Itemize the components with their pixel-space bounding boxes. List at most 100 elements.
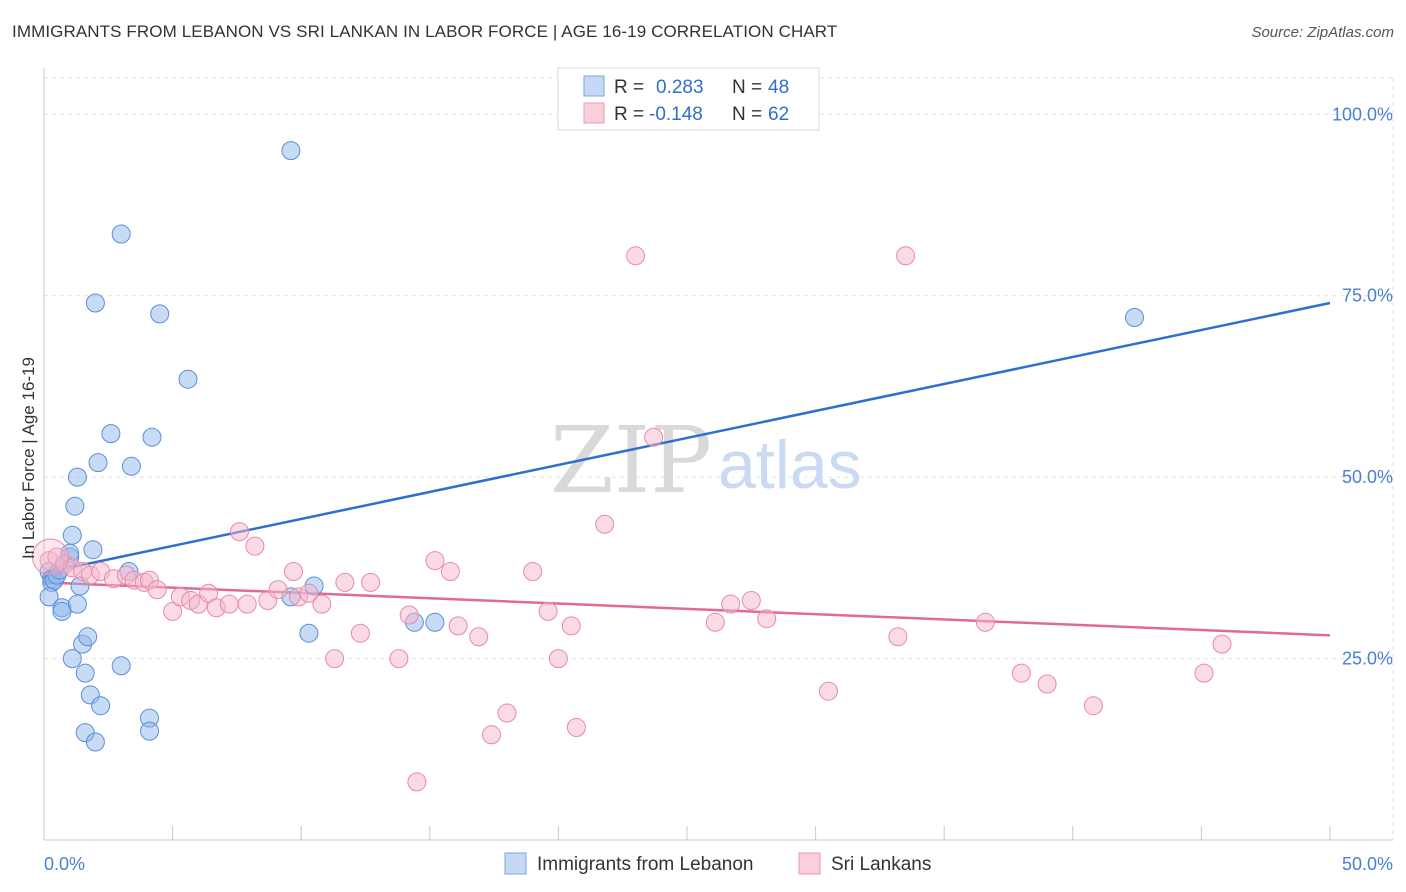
point-srilankan — [268, 580, 288, 600]
axes — [43, 68, 1393, 841]
series-swatch-lebanon — [504, 852, 527, 875]
point-srilankan — [896, 246, 916, 266]
point-srilankan — [389, 649, 409, 669]
point-lebanon — [150, 304, 170, 324]
point-srilankan — [721, 594, 741, 614]
point-srilankan — [407, 772, 427, 792]
point-lebanon — [111, 656, 131, 676]
point-lebanon — [425, 612, 445, 632]
point-lebanon — [111, 224, 131, 244]
legend-n-label-1: N = — [732, 77, 762, 98]
trend-line-lebanon — [43, 301, 1331, 575]
y-axis-label: In Labor Force | Age 16-19 — [19, 357, 38, 559]
point-srilankan — [230, 522, 249, 542]
point-srilankan — [284, 562, 303, 581]
point-lebanon — [121, 456, 141, 476]
point-srilankan — [237, 594, 257, 614]
y-tick-label: 75.0% — [1342, 286, 1393, 306]
point-srilankan — [361, 572, 381, 592]
point-srilankan — [975, 612, 995, 632]
point-srilankan — [595, 514, 615, 534]
trend-line-srilankan — [43, 581, 1331, 637]
series-label-srilankan: Sri Lankans — [831, 854, 931, 875]
point-srilankan — [1212, 634, 1232, 654]
point-srilankan — [482, 725, 501, 745]
point-srilankan — [538, 601, 558, 621]
point-srilankan — [705, 612, 725, 632]
point-lebanon — [281, 141, 301, 161]
x-tick-label: 0.0% — [44, 854, 85, 874]
point-lebanon — [88, 453, 108, 473]
series-swatch-srilankan — [798, 852, 821, 875]
series-label-lebanon: Immigrants from Lebanon — [537, 854, 754, 875]
point-srilankan — [245, 536, 265, 556]
point-lebanon — [78, 627, 98, 647]
point-srilankan — [523, 562, 543, 581]
point-lebanon — [178, 369, 198, 389]
point-srilankan — [497, 703, 517, 723]
point-srilankan — [626, 246, 646, 266]
legend-swatch-lebanon — [583, 75, 605, 97]
point-lebanon — [85, 732, 105, 752]
point-srilankan — [741, 591, 761, 610]
point-srilankan — [644, 427, 664, 447]
point-srilankan — [299, 583, 319, 603]
point-srilankan — [566, 718, 586, 737]
series-legend: Immigrants from Lebanon Sri Lankans — [504, 852, 931, 875]
point-lebanon — [62, 525, 82, 545]
y-tick-label: 50.0% — [1342, 467, 1393, 487]
watermark-atlas: atlas — [718, 427, 862, 503]
point-lebanon — [62, 649, 82, 669]
point-lebanon — [67, 594, 87, 614]
legend-n-value-2: 62 — [768, 104, 789, 125]
point-srilankan — [325, 649, 345, 669]
point-srilankan — [448, 616, 468, 636]
point-srilankan — [888, 627, 908, 647]
point-srilankan — [147, 580, 167, 600]
source-credit: Source: ZipAtlas.com — [1251, 24, 1394, 41]
point-lebanon — [101, 424, 121, 444]
point-lebanon — [83, 540, 103, 560]
chart-title: IMMIGRANTS FROM LEBANON VS SRI LANKAN IN… — [12, 22, 838, 41]
x-tick-labels: 0.0% 50.0% — [44, 854, 1393, 874]
legend-r-value-2: -0.148 — [649, 104, 703, 125]
point-srilankan — [469, 627, 489, 647]
legend-r-value-1: 0.283 — [656, 77, 704, 98]
point-lebanon — [65, 496, 85, 516]
legend-r-label-2: R = — [614, 104, 644, 125]
point-srilankan — [399, 605, 419, 625]
y-tick-labels: 25.0% 50.0% 75.0% 100.0% — [1332, 104, 1393, 668]
x-tick-label: 50.0% — [1342, 854, 1393, 874]
point-lebanon — [142, 427, 162, 447]
point-lebanon — [52, 601, 72, 621]
point-lebanon — [85, 293, 105, 313]
point-lebanon — [39, 587, 59, 607]
stats-legend: R = 0.283 N = 48 R = -0.148 N = 62 — [557, 67, 820, 131]
point-srilankan-cluster — [31, 538, 69, 576]
point-lebanon — [91, 696, 111, 716]
point-lebanon — [140, 721, 159, 741]
point-srilankan — [1037, 674, 1057, 694]
legend-swatch-srilankan — [583, 102, 605, 124]
watermark: ZIP atlas — [550, 407, 862, 514]
point-srilankan — [219, 594, 239, 614]
data-points — [31, 141, 1232, 792]
point-srilankan — [350, 623, 370, 643]
point-srilankan — [425, 551, 445, 571]
point-lebanon — [67, 467, 87, 487]
legend-n-label-2: N = — [732, 104, 762, 125]
trend-lines — [43, 301, 1331, 637]
y-tick-label: 100.0% — [1332, 104, 1393, 124]
legend-r-label-1: R = — [614, 77, 644, 98]
point-srilankan — [548, 649, 568, 669]
y-tick-label: 25.0% — [1342, 649, 1393, 669]
point-srilankan — [561, 616, 581, 636]
legend-n-value-1: 48 — [768, 77, 789, 98]
point-srilankan — [819, 681, 838, 701]
point-srilankan — [1083, 696, 1103, 716]
point-lebanon — [299, 623, 319, 643]
point-lebanon — [1125, 308, 1144, 327]
point-lebanon — [75, 663, 95, 683]
point-srilankan — [335, 572, 355, 592]
